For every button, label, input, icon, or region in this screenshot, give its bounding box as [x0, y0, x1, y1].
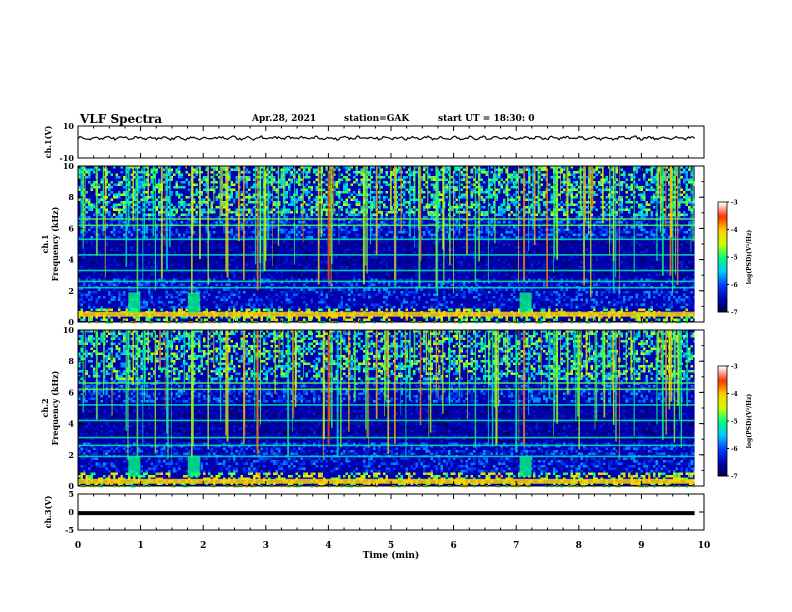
burst-2	[519, 292, 532, 313]
ytick-label: 4	[68, 255, 74, 265]
ytick-label: 0	[68, 317, 74, 327]
xtick-label: 8	[576, 541, 582, 551]
ytick-label: 2	[68, 286, 74, 296]
xtick-label: 9	[638, 541, 644, 551]
xtick-label: 7	[513, 541, 519, 551]
ytick-label: 2	[68, 450, 74, 460]
xtick-label: 5	[388, 541, 394, 551]
colorbar-tick: -4	[731, 391, 738, 398]
xtick-label: 6	[450, 541, 456, 551]
band-0	[78, 478, 695, 484]
band-3	[78, 269, 695, 272]
station-label: station=GAK	[344, 114, 410, 124]
ytick-label: 6	[68, 387, 74, 397]
xtick-label: 2	[200, 541, 206, 551]
colorbar-tick: -7	[731, 310, 738, 317]
spectrogram-image-ch2	[78, 330, 704, 488]
ylabel: ch.3(V)	[43, 495, 53, 528]
ytick-label: 4	[68, 419, 74, 429]
band-2	[78, 444, 695, 447]
band-7	[78, 218, 695, 220]
colorbar-tick: -4	[731, 227, 738, 234]
band-5	[78, 238, 695, 241]
band-3	[78, 436, 695, 439]
burst-2	[519, 456, 532, 477]
band-6	[78, 224, 695, 227]
colorbar-tick: -6	[731, 282, 738, 289]
colorbar-label: log(PSD)(V²/Hz)	[746, 394, 753, 449]
band-0	[78, 311, 695, 317]
ylabel-frequency: Frequency (kHz)	[50, 370, 60, 445]
ytick-label: -10	[60, 153, 75, 163]
ytick-label: 10	[63, 121, 75, 131]
colorbar-tick: -5	[731, 255, 738, 262]
xtick-label: 1	[137, 541, 143, 551]
ylabel: ch.1(V)	[43, 125, 53, 158]
colorbar-ch2	[717, 365, 729, 477]
burst-1	[187, 456, 200, 477]
ytick-label: 0	[68, 481, 74, 491]
colorbar-tick: -3	[731, 200, 738, 207]
colorbar-label: log(PSD)(V²/Hz)	[746, 230, 753, 285]
burst-1	[187, 292, 200, 313]
band-1	[78, 455, 695, 458]
burst-0	[128, 456, 141, 477]
band-4	[78, 254, 695, 256]
colorbar-ch1	[717, 201, 729, 313]
start-ut-label: start UT = 18:30: 0	[438, 114, 535, 124]
band-5	[78, 404, 695, 406]
ytick-label: 5	[68, 489, 74, 499]
ch1-waveform-trace	[77, 134, 696, 142]
xtick-label: 10	[698, 541, 711, 551]
ytick-label: 8	[68, 356, 74, 366]
ytick-label: 6	[68, 223, 74, 233]
colorbar-tick: -3	[731, 364, 738, 371]
ytick-label: -5	[65, 525, 74, 535]
xtick-label: 3	[263, 541, 269, 551]
ytick-label: 0	[68, 507, 74, 517]
band-4	[78, 419, 695, 422]
spectrogram-image-ch1	[78, 166, 704, 324]
colorbar-tick: -6	[731, 446, 738, 453]
ylabel-channel: ch.2	[40, 398, 50, 417]
xtick-label: 0	[75, 541, 81, 551]
ytick-label: 10	[63, 325, 75, 335]
ytick-label: 10	[63, 161, 75, 171]
ytick-label: 8	[68, 192, 74, 202]
date-label: Apr.28, 2021	[252, 114, 317, 124]
xaxis-label: Time (min)	[363, 550, 420, 561]
ylabel-frequency: Frequency (kHz)	[50, 206, 60, 281]
ylabel-channel: ch.1	[40, 234, 50, 253]
xtick-label: 4	[325, 541, 331, 551]
colorbar-tick: -5	[731, 419, 738, 426]
figure-title: VLF Spectra	[80, 112, 163, 126]
colorbar-tick: -7	[731, 474, 738, 481]
band-2	[78, 280, 695, 283]
burst-0	[128, 292, 141, 313]
band-1	[78, 286, 695, 289]
